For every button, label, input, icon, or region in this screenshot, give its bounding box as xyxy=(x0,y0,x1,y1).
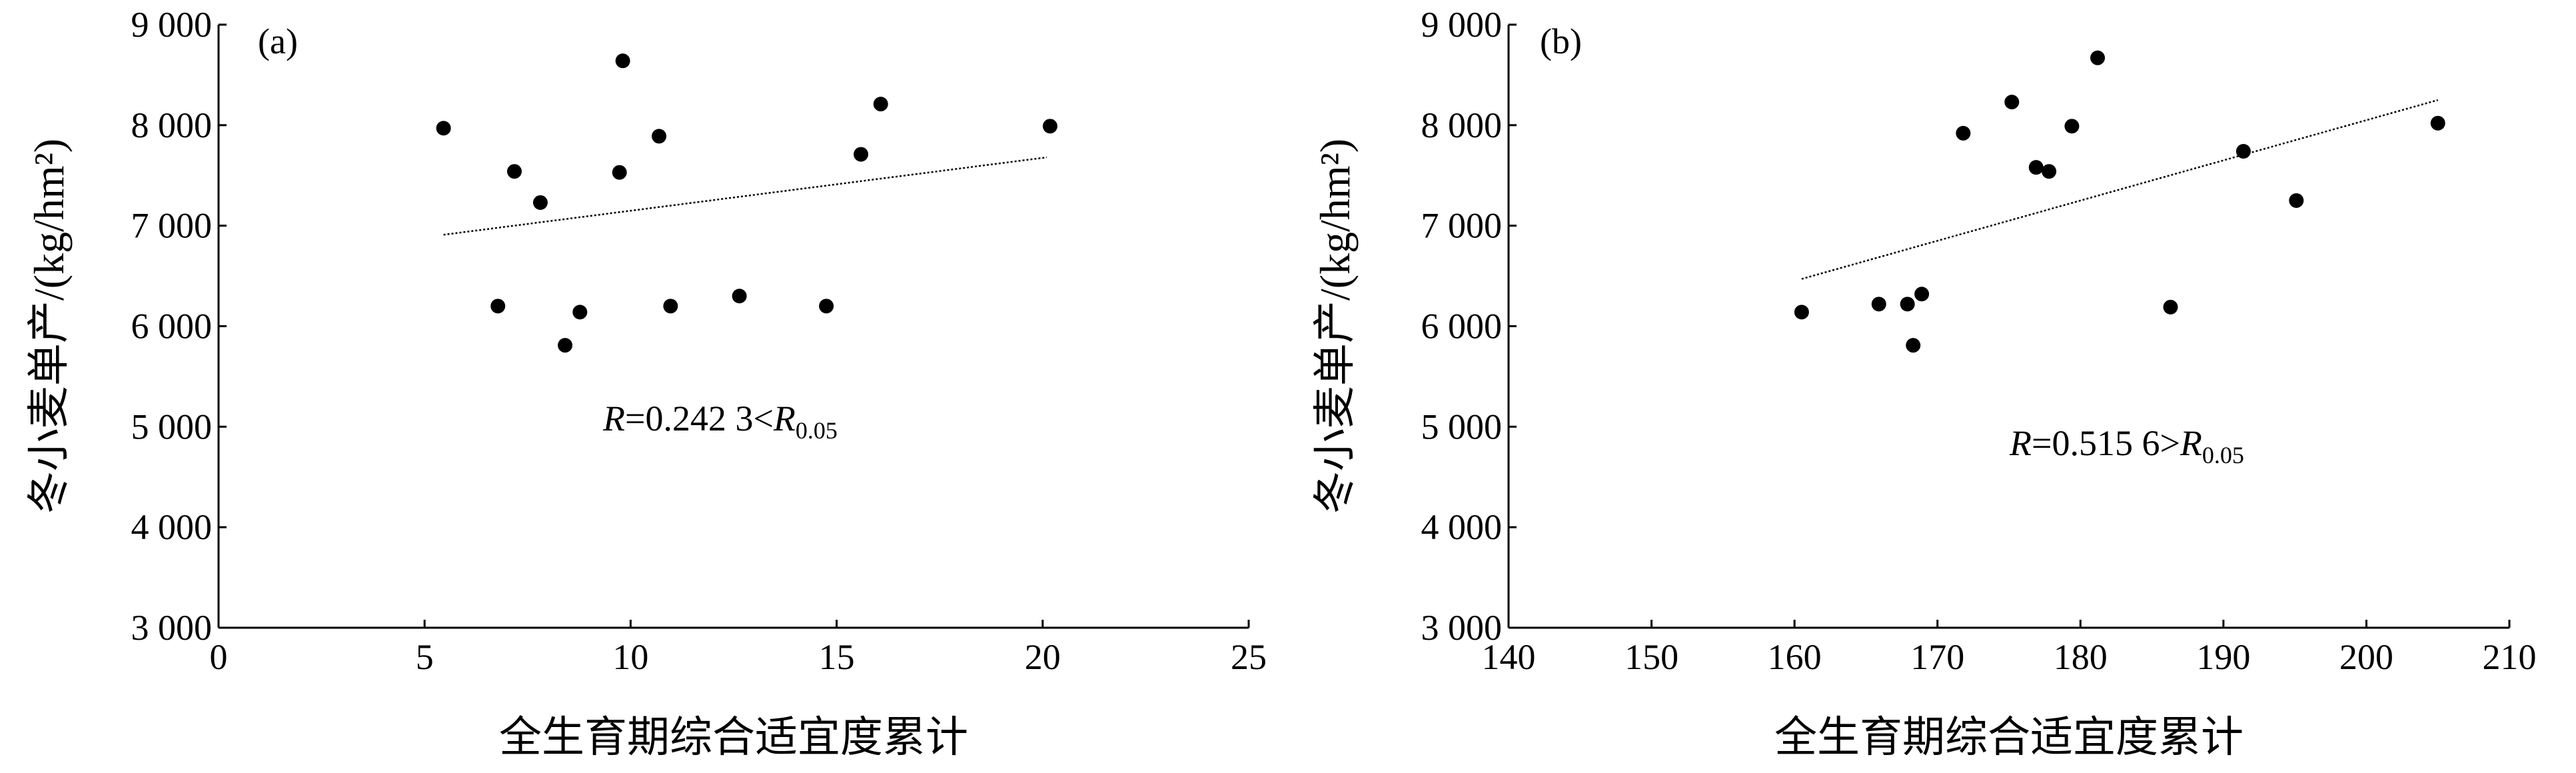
data-point xyxy=(854,147,869,162)
trend-line xyxy=(1801,99,2439,280)
data-point xyxy=(558,338,573,353)
annotation: R=0.242 3<R0.05 xyxy=(602,398,838,444)
y-axis-label: 冬小麦单产/(kg/hm²) xyxy=(1311,139,1359,514)
data-point xyxy=(490,299,506,314)
y-tick-label: 6 000 xyxy=(131,307,213,347)
data-point xyxy=(2430,115,2445,131)
x-tick-label: 190 xyxy=(2196,637,2250,677)
data-point xyxy=(436,121,451,136)
data-point xyxy=(1914,287,1930,302)
data-point xyxy=(2042,164,2057,179)
annotation-part: R xyxy=(602,398,625,438)
annotation-part: 0.05 xyxy=(2202,442,2244,468)
data-point xyxy=(2090,50,2106,65)
trend-line xyxy=(443,156,1047,236)
y-tick-label: 7 000 xyxy=(1421,206,1503,246)
x-tick-label: 25 xyxy=(1231,637,1267,677)
annotation-part: 0.05 xyxy=(796,417,838,444)
x-tick-label: 180 xyxy=(2054,637,2108,677)
x-tick-label: 0 xyxy=(210,637,228,677)
x-tick-label: 15 xyxy=(819,637,855,677)
x-tick-label: 150 xyxy=(1624,637,1678,677)
data-point xyxy=(2289,193,2304,208)
x-tick-label: 5 xyxy=(416,637,434,677)
y-tick-label: 4 000 xyxy=(131,507,213,547)
y-tick-label: 8 000 xyxy=(131,105,213,145)
data-point xyxy=(1794,305,1809,320)
y-tick-label: 4 000 xyxy=(1421,507,1503,547)
data-point xyxy=(612,165,627,180)
data-point xyxy=(2236,144,2251,159)
annotation-part: R xyxy=(773,398,796,438)
data-point xyxy=(572,305,588,320)
y-tick-label: 7 000 xyxy=(131,206,213,246)
data-point xyxy=(1900,297,1915,312)
y-tick-label: 5 000 xyxy=(1421,406,1503,446)
panel-label: (a) xyxy=(258,21,298,61)
y-tick-label: 8 000 xyxy=(1421,105,1503,145)
data-point xyxy=(2028,160,2044,175)
data-point xyxy=(1042,119,1057,134)
x-tick-label: 170 xyxy=(1910,637,1964,677)
data-point xyxy=(2004,95,2020,110)
y-tick-label: 9 000 xyxy=(1421,5,1503,45)
data-point xyxy=(2064,119,2080,134)
annotation: R=0.515 6>R0.05 xyxy=(2009,423,2244,468)
y-axis-label: 冬小麦单产/(kg/hm²) xyxy=(25,139,73,514)
x-tick-label: 200 xyxy=(2339,637,2393,677)
annotation-part: =0.242 3< xyxy=(625,398,774,438)
data-point xyxy=(1906,338,1921,353)
data-point xyxy=(507,164,522,179)
x-tick-label: 20 xyxy=(1025,637,1061,677)
data-point xyxy=(873,97,888,112)
data-point xyxy=(732,289,747,304)
data-point xyxy=(663,299,678,314)
y-tick-label: 9 000 xyxy=(131,5,213,45)
x-tick-label: 210 xyxy=(2483,637,2537,677)
data-point xyxy=(819,299,834,314)
data-point xyxy=(652,129,667,144)
x-tick-label: 10 xyxy=(612,637,648,677)
data-point xyxy=(615,53,630,69)
y-tick-label: 3 000 xyxy=(131,608,213,648)
y-tick-label: 3 000 xyxy=(1421,608,1503,648)
x-tick-label: 160 xyxy=(1768,637,1822,677)
x-tick-label: 140 xyxy=(1482,637,1536,677)
annotation-part: R xyxy=(2009,423,2032,463)
annotation-part: =0.515 6> xyxy=(2032,423,2180,463)
panel-label: (b) xyxy=(1540,21,1582,61)
data-point xyxy=(2163,299,2178,315)
data-point xyxy=(532,195,548,210)
data-point xyxy=(1871,297,1886,312)
x-axis-label: 全生育期综合适宜度累计 xyxy=(1774,714,2244,761)
data-point xyxy=(1956,125,1971,141)
x-axis-label: 全生育期综合适宜度累计 xyxy=(499,714,968,761)
y-tick-label: 5 000 xyxy=(131,406,213,446)
y-tick-label: 6 000 xyxy=(1421,307,1503,347)
annotation-part: R xyxy=(2180,423,2202,463)
